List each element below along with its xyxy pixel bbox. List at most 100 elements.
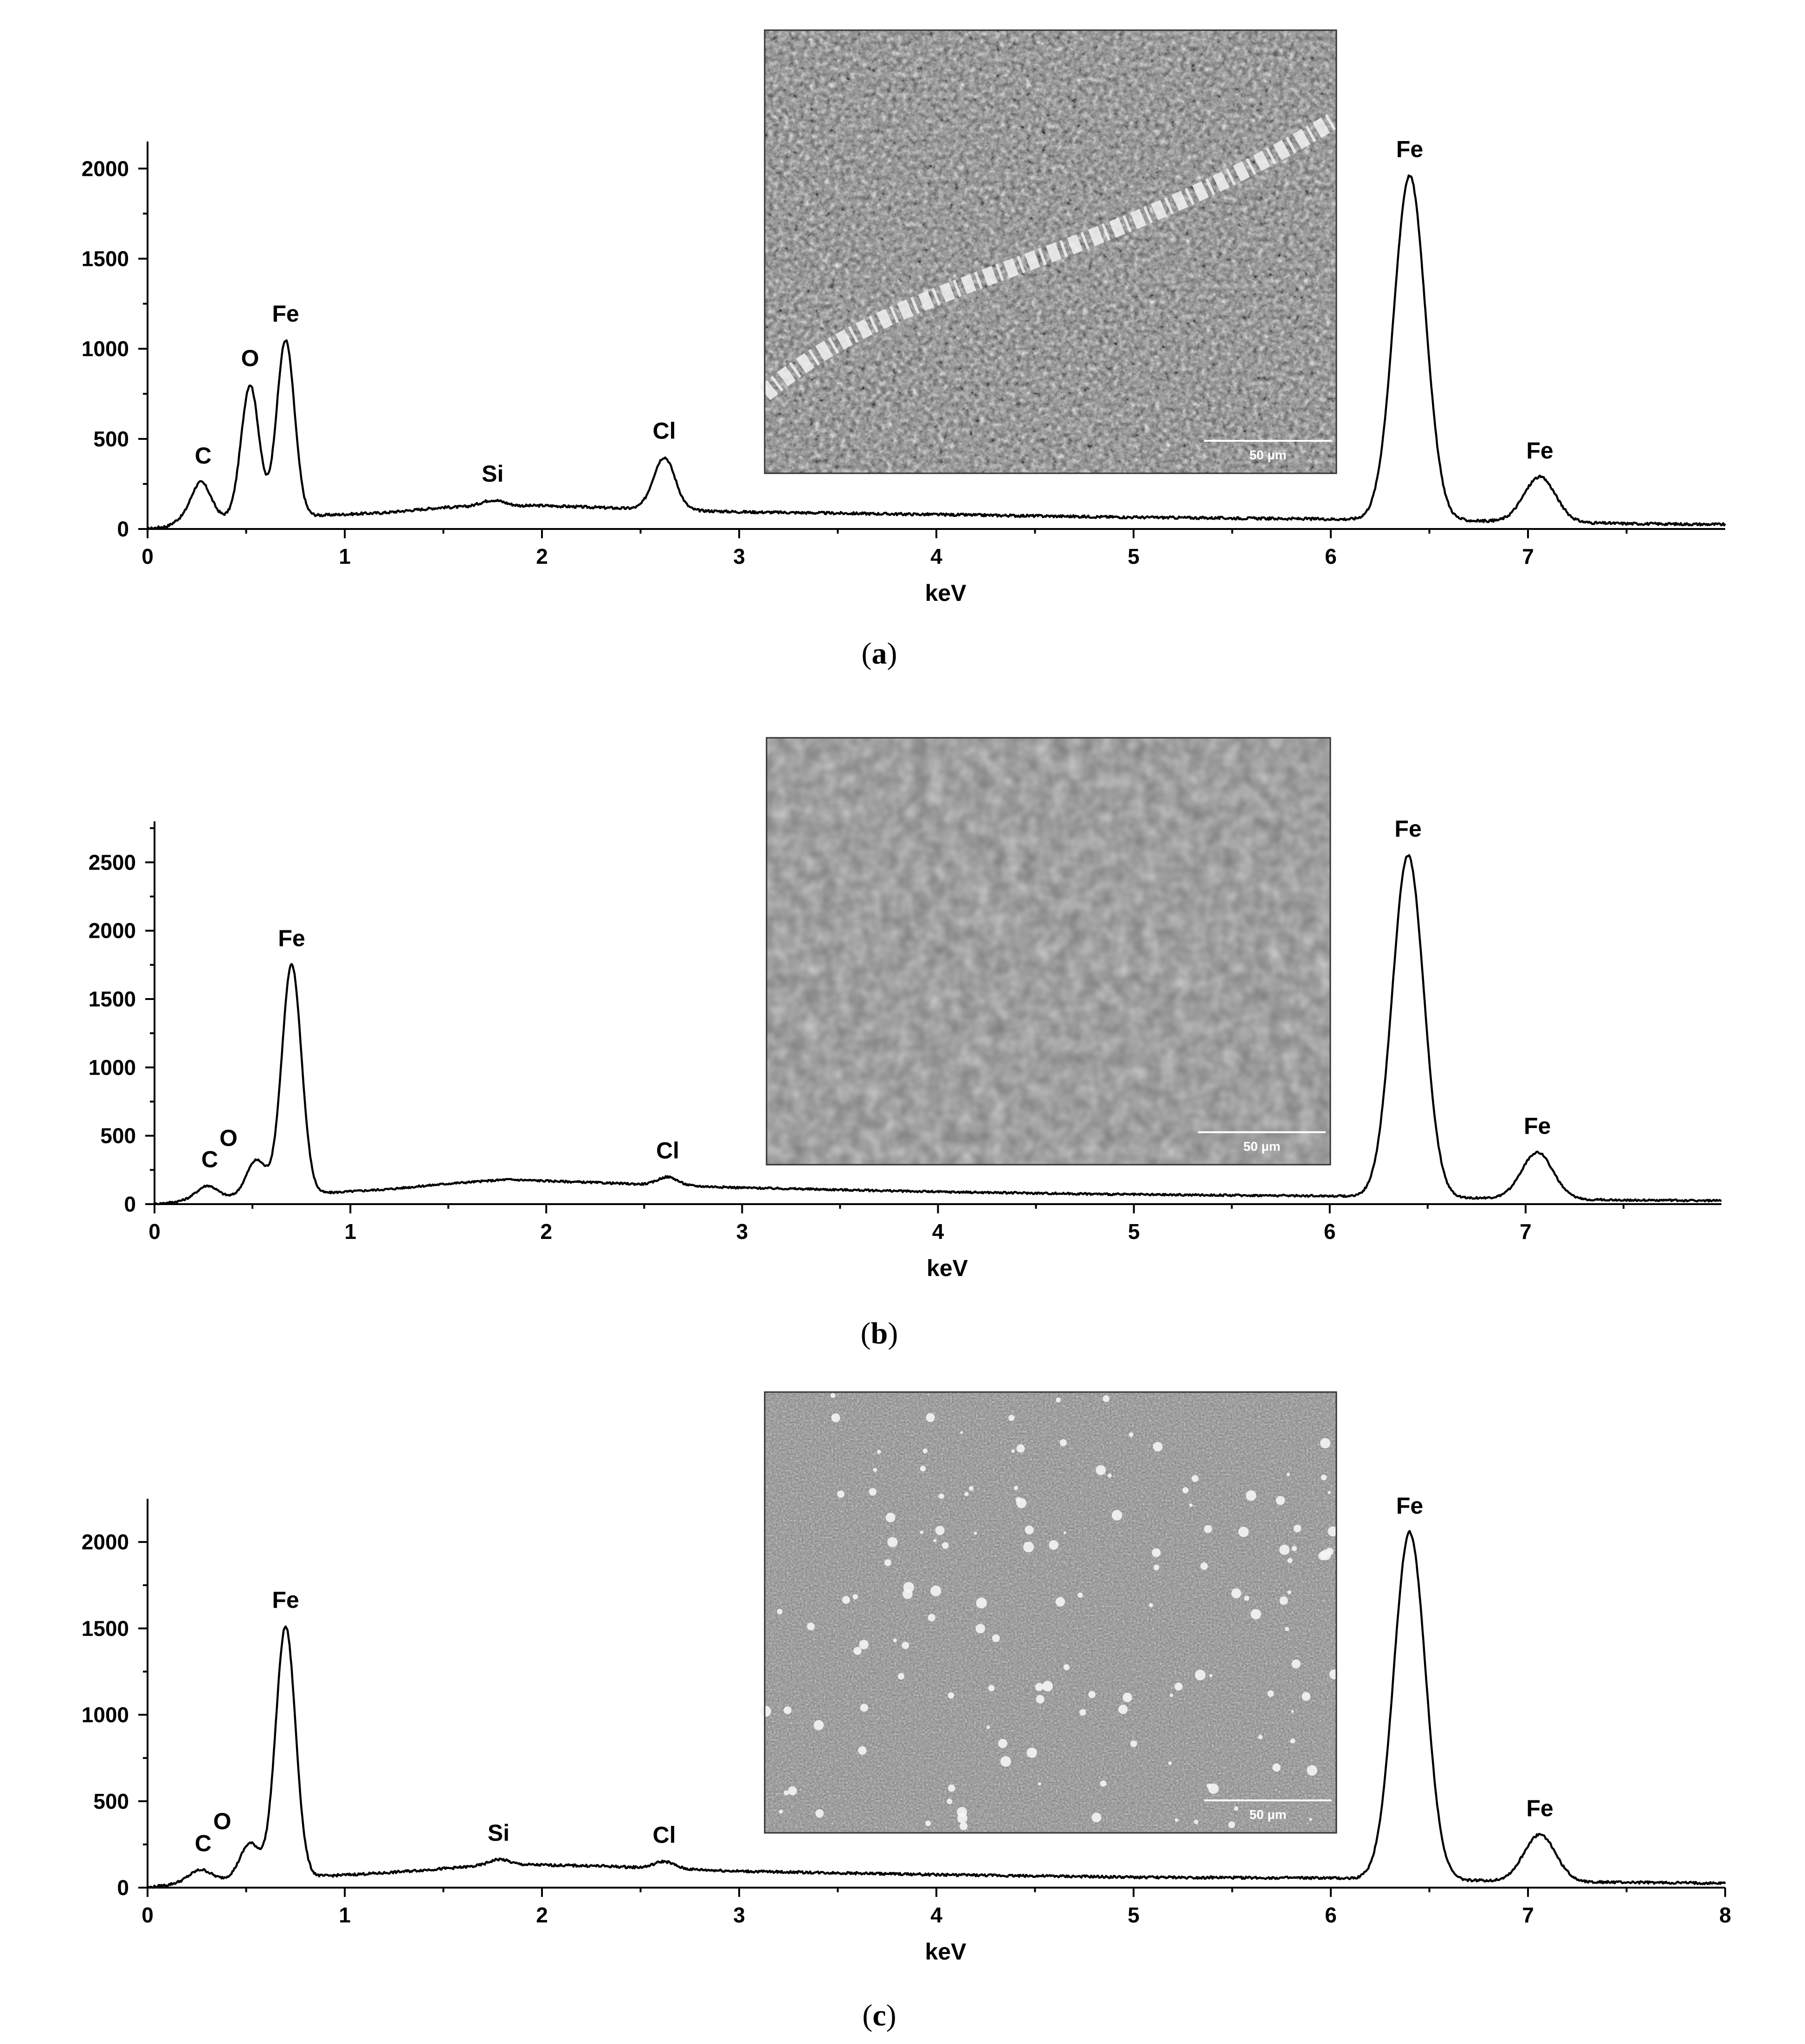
sem-inset-image: 50 µm	[766, 737, 1331, 1166]
inset-particle	[1063, 1531, 1066, 1535]
y-tick-label: 500	[93, 1789, 129, 1813]
inset-particle	[973, 1531, 977, 1535]
inset-particle	[1318, 1551, 1327, 1560]
inset-particle	[1290, 1738, 1296, 1744]
inset-particle	[1228, 1821, 1235, 1828]
inset-particle	[897, 1673, 905, 1680]
inset-particle	[1182, 1487, 1189, 1494]
inset-particle	[1036, 1695, 1044, 1704]
y-tick-label: 2000	[89, 919, 136, 943]
y-tick-label: 0	[117, 517, 129, 541]
spectrum-line	[147, 174, 1726, 530]
inset-particle	[1008, 1414, 1015, 1421]
inset-particle	[1060, 1439, 1067, 1446]
peak-label-cl: Cl	[656, 1137, 679, 1163]
x-tick-label: 5	[1128, 1903, 1140, 1927]
inset-particle	[1107, 1473, 1112, 1478]
x-tick-label: 5	[1128, 1219, 1140, 1244]
inset-particle	[1025, 1525, 1034, 1535]
panel-caption: (c)	[862, 1999, 896, 2032]
y-tick-label: 0	[117, 1876, 129, 1900]
y-tick-label: 1500	[82, 1616, 129, 1640]
inset-particle	[933, 1539, 937, 1542]
inset-particle	[860, 1703, 869, 1712]
inset-particle	[948, 1692, 954, 1699]
sem-inset-image: 50 µm	[760, 1391, 1340, 1834]
panel-caption: (b)	[861, 1316, 898, 1350]
x-tick-label: 1	[339, 544, 351, 568]
inset-particle	[976, 1597, 987, 1609]
x-tick-label: 0	[142, 544, 154, 568]
spectrum-panel-b: 0 1 2 3 4 5 6 7 0 500 1000 1500 2000 2500 keV CO Fe Cl Fe F…	[89, 737, 1722, 1350]
x-tick-label: 1	[344, 1219, 356, 1244]
inset-particle	[1267, 1690, 1274, 1697]
inset-particle	[1279, 1544, 1289, 1555]
x-axis-title: keV	[925, 1939, 967, 1965]
inset-particle	[1035, 1683, 1044, 1691]
inset-particle	[930, 1585, 941, 1597]
peak-label-fe: Fe	[1526, 1795, 1553, 1821]
x-tick-label: 8	[1719, 1903, 1731, 1927]
peak-label-fe: Fe	[1396, 1493, 1423, 1519]
y-tick-label: 1000	[82, 1703, 129, 1727]
inset-particle	[1238, 1527, 1249, 1537]
inset-particle	[1206, 1783, 1212, 1789]
inset-particle	[1245, 1490, 1257, 1501]
inset-particle	[1195, 1670, 1206, 1681]
inset-particle	[1320, 1438, 1331, 1449]
spectrum-line	[147, 1530, 1726, 1889]
inset-particle	[884, 1559, 891, 1567]
inset-particle	[815, 1809, 824, 1818]
inset-particle	[1285, 1627, 1289, 1631]
inset-particle	[1152, 1548, 1161, 1557]
inset-particle	[920, 1530, 924, 1535]
inset-particle	[942, 1542, 949, 1549]
x-tick-label: 6	[1325, 1903, 1337, 1927]
inset-particle	[1118, 1704, 1128, 1715]
inset-particle	[1100, 1780, 1107, 1787]
x-tick-label: 4	[930, 544, 942, 568]
inset-frame	[764, 29, 1337, 474]
inset-particle	[859, 1640, 869, 1650]
inset-particle	[928, 1613, 935, 1622]
inset-particle	[1287, 1590, 1291, 1594]
y-tick-label: 500	[100, 1124, 136, 1148]
x-tick-label: 2	[536, 544, 548, 568]
inset-particle	[1328, 1526, 1338, 1537]
inset-particle	[1122, 1692, 1132, 1702]
inset-particle	[858, 1746, 867, 1755]
peak-label-fe: Fe	[272, 1587, 299, 1613]
inset-particle	[1307, 1765, 1317, 1776]
spectrum-panel-a: 0 1 2 3 4 5 6 7 0 500 1000 1500 2000 keV C O Fe Si Cl Fe Fe 5…	[82, 29, 1726, 671]
inset-particle	[1077, 1592, 1083, 1598]
inset-particle	[992, 1634, 1000, 1642]
peak-label-cl: Cl	[653, 1822, 676, 1848]
x-tick-label: 2	[540, 1219, 552, 1244]
inset-particle	[893, 1638, 897, 1643]
inset-particle	[1168, 1761, 1172, 1765]
inset-particle	[947, 1799, 953, 1805]
scale-bar-label: 50 µm	[1250, 448, 1287, 462]
x-tick-label: 7	[1522, 544, 1534, 568]
inset-particle	[1276, 1496, 1285, 1505]
x-tick-label: 6	[1325, 544, 1337, 568]
sem-inset-image: 50 µm	[759, 29, 1341, 474]
inset-particle	[1055, 1597, 1065, 1607]
inset-particle	[1258, 1734, 1263, 1740]
y-tick-label: 2000	[82, 1530, 129, 1554]
y-tick-label: 1500	[89, 987, 136, 1011]
inset-particle	[1063, 1664, 1070, 1670]
inset-particle	[1251, 1609, 1261, 1619]
inset-particle	[784, 1790, 789, 1796]
inset-particle	[1042, 1681, 1053, 1692]
inset-particle	[1272, 1763, 1281, 1772]
x-tick-label: 4	[932, 1219, 944, 1244]
inset-particle	[948, 1784, 955, 1792]
inset-particle	[1130, 1740, 1137, 1747]
x-tick-label: 4	[930, 1903, 942, 1927]
inset-particle	[853, 1647, 862, 1655]
inset-particle	[902, 1589, 913, 1599]
inset-particle	[1291, 1546, 1297, 1551]
inset-particle	[1293, 1524, 1302, 1533]
